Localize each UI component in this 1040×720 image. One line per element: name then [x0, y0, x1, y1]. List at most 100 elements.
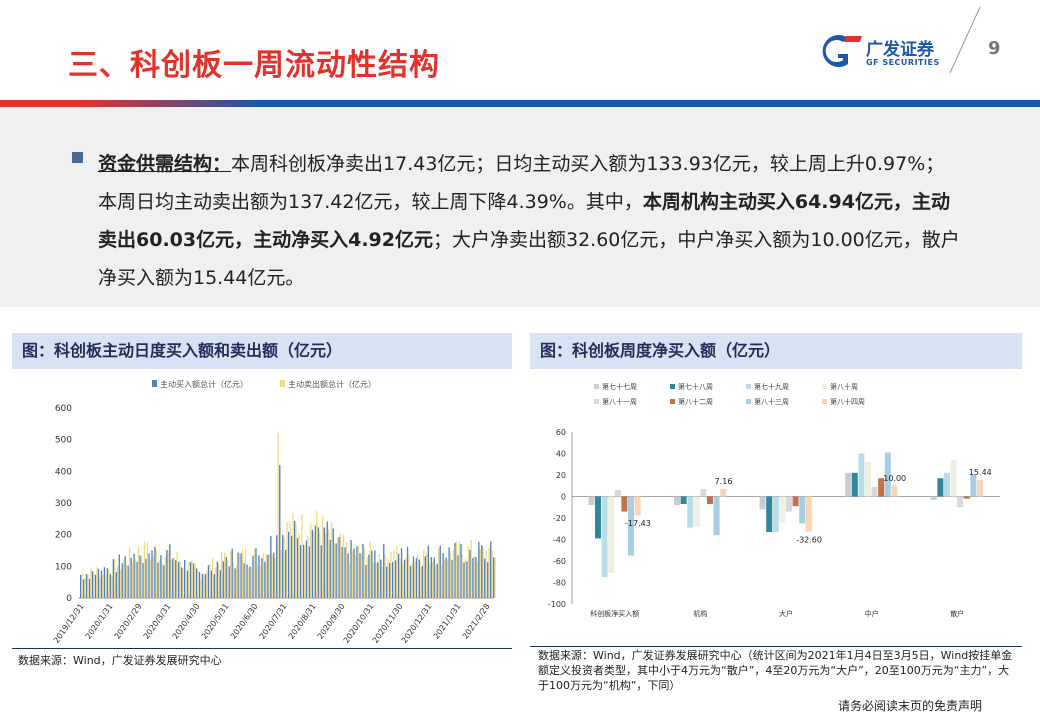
buy-bar — [115, 572, 117, 598]
sell-bar — [108, 569, 110, 598]
sell-bar — [488, 547, 490, 598]
y-tick-label: -100 — [548, 600, 566, 609]
buy-bar — [163, 565, 165, 598]
x-tick-label: 2020/5/31 — [200, 602, 231, 641]
buy-bar — [338, 537, 340, 598]
sell-bar — [277, 433, 279, 598]
net-buy-bar — [845, 472, 852, 497]
sell-bar — [149, 559, 152, 598]
sell-bar — [327, 529, 330, 598]
sell-bar — [461, 554, 464, 598]
buy-bar — [118, 554, 120, 598]
buy-bar — [397, 553, 400, 598]
legend-label: 第八十一周 — [602, 397, 637, 406]
sell-bar — [280, 550, 282, 598]
buy-bar — [151, 550, 153, 598]
buy-bar — [240, 553, 242, 598]
sell-bar — [298, 534, 300, 598]
buy-bar — [142, 562, 144, 598]
sell-bar — [295, 523, 297, 598]
sell-bar — [209, 564, 211, 598]
buy-bar — [290, 535, 293, 598]
buy-bar — [487, 562, 489, 598]
buy-bar — [332, 528, 334, 598]
sell-bar — [423, 549, 425, 598]
sell-bar — [333, 543, 336, 598]
sell-bar — [485, 550, 487, 598]
net-buy-bar — [944, 472, 950, 497]
buy-bar — [365, 564, 367, 598]
sell-bar — [259, 566, 261, 598]
buy-bar — [359, 553, 361, 598]
net-buy-bar — [937, 478, 944, 497]
sell-bar — [170, 559, 172, 598]
buy-bar — [282, 534, 284, 598]
x-tick-label: 2020/7/31 — [258, 602, 289, 641]
net-buy-bar — [957, 496, 964, 508]
net-buy-bar — [779, 496, 786, 523]
net-buy-bar — [878, 478, 885, 497]
y-tick-label: 60 — [556, 428, 566, 437]
sell-bar — [417, 555, 419, 598]
sell-bar — [402, 563, 404, 598]
buy-bar — [169, 544, 171, 598]
sell-bar — [226, 559, 229, 598]
right-chart-title: 图：科创板周度净买入额（亿元） — [530, 333, 1022, 369]
sell-bar — [164, 556, 166, 598]
buy-bar — [305, 540, 308, 598]
sell-bar — [161, 564, 163, 598]
net-buy-bar — [805, 496, 812, 532]
summary-text-1: 本周科创板净卖出17.43亿元；日均主动买入额为133.93亿元，较上周上升0.… — [98, 153, 945, 213]
legend-swatch — [670, 399, 675, 404]
buy-bar — [124, 556, 126, 598]
right-divider — [530, 646, 1022, 647]
header-rule — [0, 100, 1040, 107]
buy-bar — [409, 565, 412, 598]
buy-bar — [311, 529, 314, 598]
sell-bar — [351, 550, 354, 598]
net-buy-bar — [614, 490, 621, 497]
buy-bar — [344, 547, 346, 598]
sell-bar — [316, 510, 318, 598]
sell-bar — [446, 560, 449, 598]
y-tick-label: -80 — [553, 579, 566, 588]
sell-bar — [119, 569, 122, 598]
net-buy-bar — [608, 496, 615, 573]
buy-bar — [127, 565, 129, 598]
buy-bar — [157, 562, 159, 598]
buy-bar — [184, 559, 186, 598]
net-buy-bar — [977, 479, 983, 497]
sell-bar — [125, 564, 128, 598]
net-buy-bar — [588, 496, 595, 506]
buy-bar — [400, 548, 403, 598]
x-tick-label: 2020/4/30 — [171, 602, 202, 641]
net-buy-bar — [792, 496, 799, 507]
buy-bar — [293, 520, 296, 598]
buy-bar — [145, 559, 147, 598]
x-tick-label: 2020/12/31 — [400, 602, 434, 644]
buy-bar — [472, 557, 474, 598]
sell-bar — [494, 557, 496, 598]
sell-bar — [363, 547, 365, 598]
net-buy-bar — [891, 485, 898, 497]
buy-bar — [299, 545, 302, 598]
sell-bar — [256, 564, 258, 598]
sell-bar — [229, 551, 232, 598]
sell-bar — [212, 558, 214, 598]
y-tick-label: -60 — [553, 557, 566, 566]
buy-bar — [326, 521, 328, 598]
buy-bar — [389, 563, 391, 598]
buy-bar — [121, 563, 123, 598]
buy-bar — [195, 568, 198, 598]
data-label: 10.00 — [883, 474, 906, 483]
sell-bar — [393, 549, 395, 598]
sell-bar — [232, 563, 235, 598]
logo-text-cn: 广发证券 — [866, 40, 934, 60]
buy-bar — [225, 556, 227, 598]
sell-bar — [440, 565, 443, 598]
buy-bar — [362, 543, 364, 598]
buy-bar — [270, 535, 272, 598]
buy-bar — [189, 562, 192, 598]
buy-bar — [380, 559, 382, 598]
